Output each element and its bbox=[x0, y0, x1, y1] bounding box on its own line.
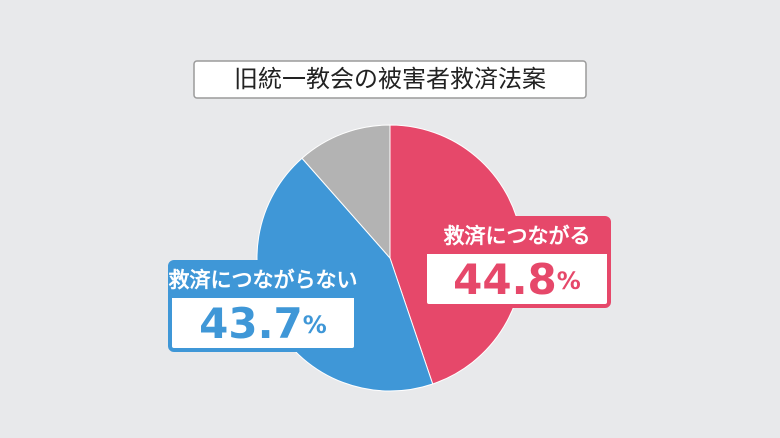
chart-title: 旧統一教会の被害者救済法案 bbox=[234, 65, 546, 93]
legend-label: 救済につながる bbox=[444, 224, 591, 248]
labels: 救済につながる 44.8% 救済につながらない 43.7% bbox=[168, 216, 611, 352]
label-band bbox=[170, 262, 356, 298]
title-box bbox=[193, 60, 587, 99]
legend-label: 救済につながらない bbox=[169, 268, 358, 292]
pie-slice bbox=[301, 124, 391, 260]
data-label: 44.8% bbox=[453, 255, 581, 304]
data-label: 43.7% bbox=[199, 299, 327, 348]
label-band bbox=[425, 218, 609, 254]
